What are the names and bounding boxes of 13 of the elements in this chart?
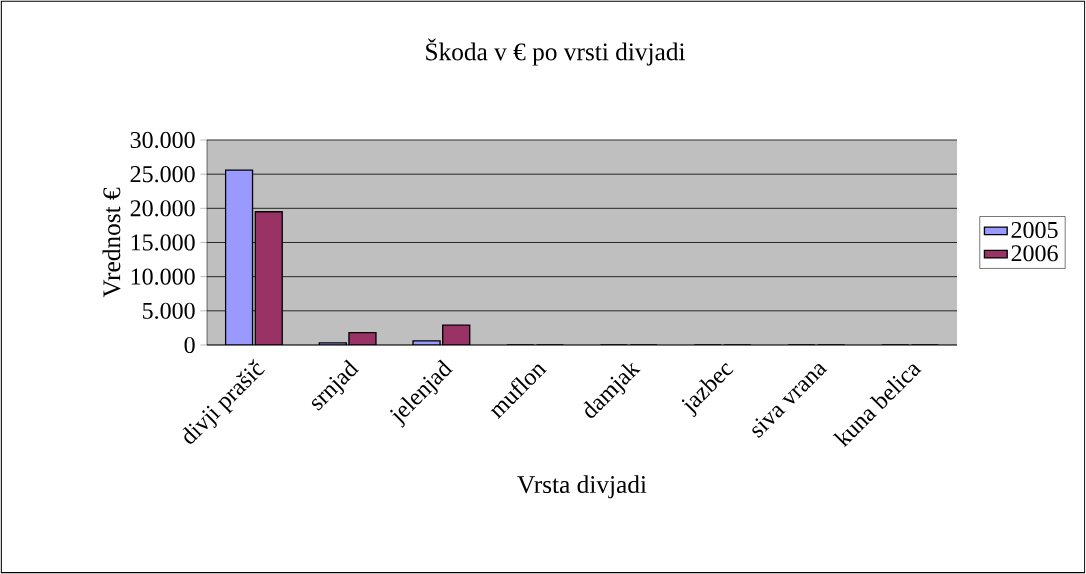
y-tick-label: 10.000 <box>131 268 195 285</box>
x-tick-label: siva vrana <box>752 363 828 438</box>
legend-label: 2006 <box>1011 245 1058 262</box>
y-axis-title: Vrednost € <box>102 187 121 298</box>
y-tick-label: 5.000 <box>143 302 195 319</box>
y-tick-label: 15.000 <box>131 234 195 251</box>
y-tick-label: 0 <box>184 336 195 354</box>
y-tick-label: 20.000 <box>130 200 195 217</box>
x-axis-title: Vrsta divjadi <box>517 475 647 499</box>
y-tick-label: 30.000 <box>130 131 195 149</box>
chart-title: Škoda v € po vrsti divjadi <box>426 38 686 66</box>
y-tick-label: 25.000 <box>130 166 195 183</box>
legend-label: 2005 <box>1011 221 1058 239</box>
